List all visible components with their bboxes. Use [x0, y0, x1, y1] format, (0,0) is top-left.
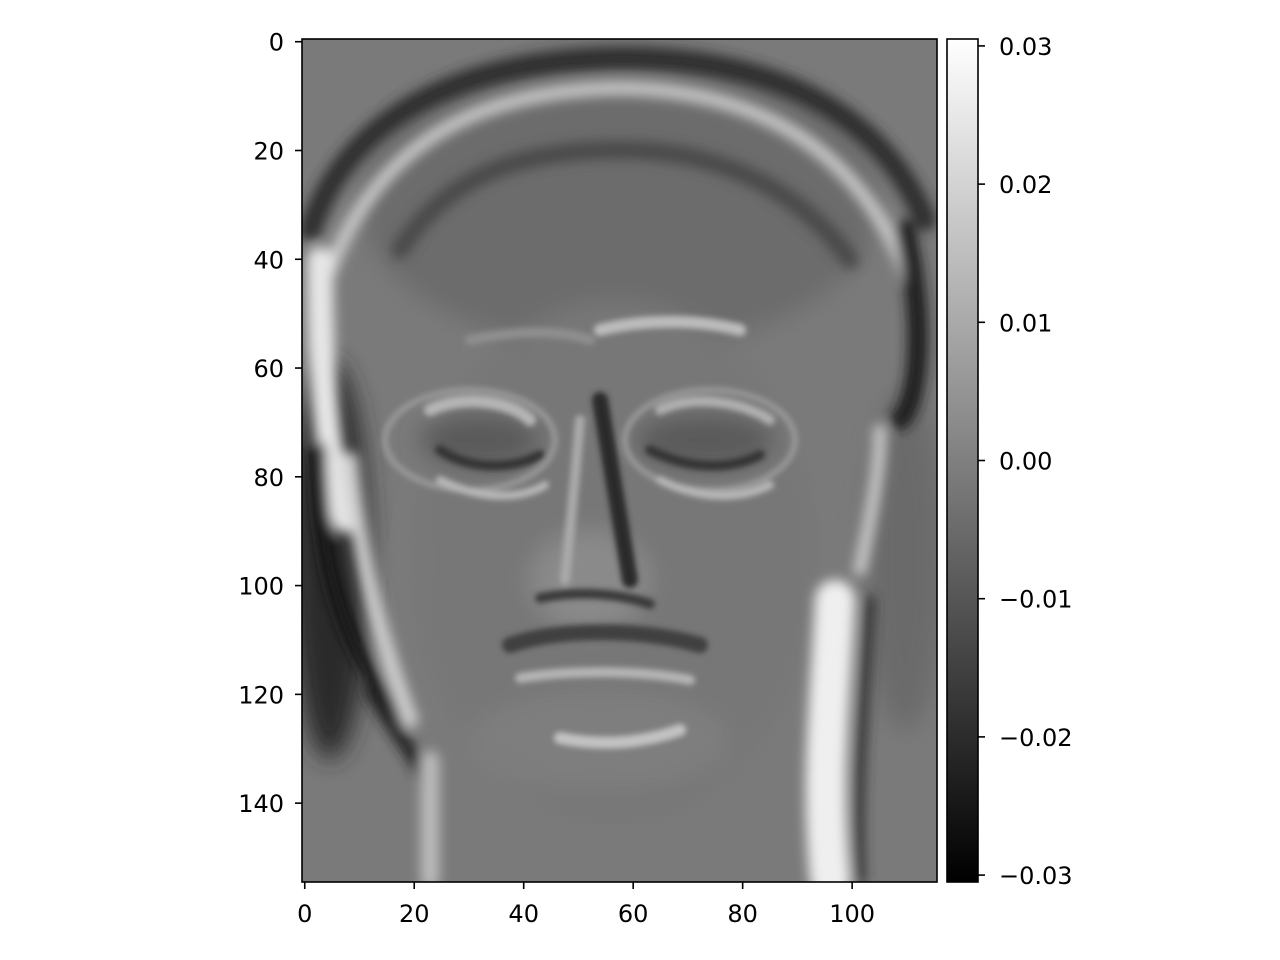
- colorbar-gradient: [946, 38, 979, 883]
- colorbar-tick-label: 0.02: [999, 171, 1052, 199]
- colorbar-ticks: −0.03 −0.02 −0.01 0.00 0.01 0.02 0.03: [978, 33, 1073, 890]
- x-tick-label: 60: [618, 900, 649, 928]
- x-tick-label: 100: [829, 900, 875, 928]
- colorbar-tick-label: 0.03: [999, 33, 1052, 61]
- heatmap-image: [302, 39, 937, 882]
- y-tick-label: 100: [238, 573, 284, 601]
- y-axis: 0 20 40 60 80 100 120 140: [238, 29, 302, 818]
- image-frame: [301, 38, 938, 883]
- x-tick-label: 20: [399, 900, 430, 928]
- colorbar-tick-label: 0.01: [999, 309, 1052, 337]
- y-tick-label: 60: [253, 355, 284, 383]
- y-tick-label: 0: [269, 29, 284, 57]
- x-tick-label: 40: [508, 900, 539, 928]
- y-tick-label: 20: [253, 137, 284, 165]
- colorbar-tick-label: 0.00: [999, 448, 1052, 476]
- y-tick-label: 120: [238, 681, 284, 709]
- y-tick-label: 140: [238, 790, 284, 818]
- y-tick-label: 80: [253, 464, 284, 492]
- x-tick-label: 0: [297, 900, 312, 928]
- x-tick-label: 80: [727, 900, 758, 928]
- y-tick-label: 40: [253, 246, 284, 274]
- x-axis: 0 20 40 60 80 100: [297, 882, 875, 928]
- colorbar: −0.03 −0.02 −0.01 0.00 0.01 0.02 0.03: [946, 33, 1073, 890]
- colorbar-tick-label: −0.01: [999, 586, 1073, 614]
- colorbar-tick-label: −0.02: [999, 724, 1073, 752]
- colorbar-tick-label: −0.03: [999, 862, 1073, 890]
